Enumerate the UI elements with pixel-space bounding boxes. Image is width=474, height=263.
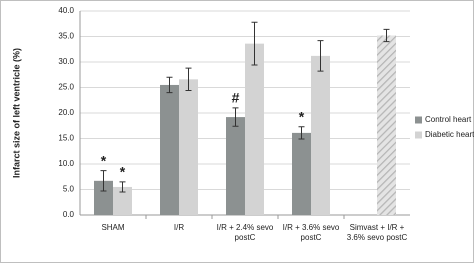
error-bar	[251, 21, 258, 66]
x-tick-label: postC	[235, 233, 256, 242]
bar	[160, 84, 179, 215]
error-bar	[232, 107, 239, 127]
y-tick-label: 0.0	[63, 210, 75, 219]
x-tick-label: Simvast + I/R +	[350, 223, 405, 232]
y-tick-label: 20.0	[58, 108, 74, 117]
y-tick-label: 5.0	[63, 185, 75, 194]
legend-label: Diabetic heart	[425, 130, 474, 139]
y-tick-label: 30.0	[58, 57, 74, 66]
x-tick-label: I/R	[174, 223, 184, 232]
error-bar	[185, 67, 192, 92]
x-tick-label: I/R + 2.4% sevo	[217, 223, 274, 232]
bar	[113, 186, 132, 215]
y-tick-label: 15.0	[58, 134, 74, 143]
bar	[245, 43, 264, 215]
bar	[311, 55, 330, 215]
error-bar	[298, 126, 305, 140]
x-tick-label: postC	[301, 233, 322, 242]
bar	[377, 35, 396, 216]
legend-label: Control heart	[425, 115, 472, 124]
significance-marker: *	[120, 164, 126, 180]
y-tick-label: 25.0	[58, 83, 74, 92]
bar	[292, 132, 311, 215]
bar	[226, 117, 245, 215]
significance-marker: #	[232, 90, 240, 106]
legend-swatch	[415, 116, 422, 124]
x-tick-label: SHAM	[101, 223, 124, 232]
x-tick-label: I/R + 3.6% sevo	[283, 223, 340, 232]
bar	[94, 180, 113, 215]
significance-marker: *	[299, 108, 305, 124]
bar	[179, 79, 198, 215]
error-bar	[383, 28, 390, 43]
error-bar	[119, 181, 126, 193]
error-bar	[317, 40, 324, 72]
y-tick-label: 40.0	[58, 6, 74, 15]
error-bar	[166, 76, 173, 94]
y-axis-label: Infarct size of left ventricle (%)	[11, 48, 21, 178]
y-tick-label: 10.0	[58, 159, 74, 168]
error-bar	[100, 170, 107, 192]
significance-marker: *	[101, 152, 107, 168]
y-tick-label: 35.0	[58, 32, 74, 41]
legend-swatch	[415, 131, 422, 139]
x-tick-label: 3.6% sevo postC	[347, 233, 408, 242]
